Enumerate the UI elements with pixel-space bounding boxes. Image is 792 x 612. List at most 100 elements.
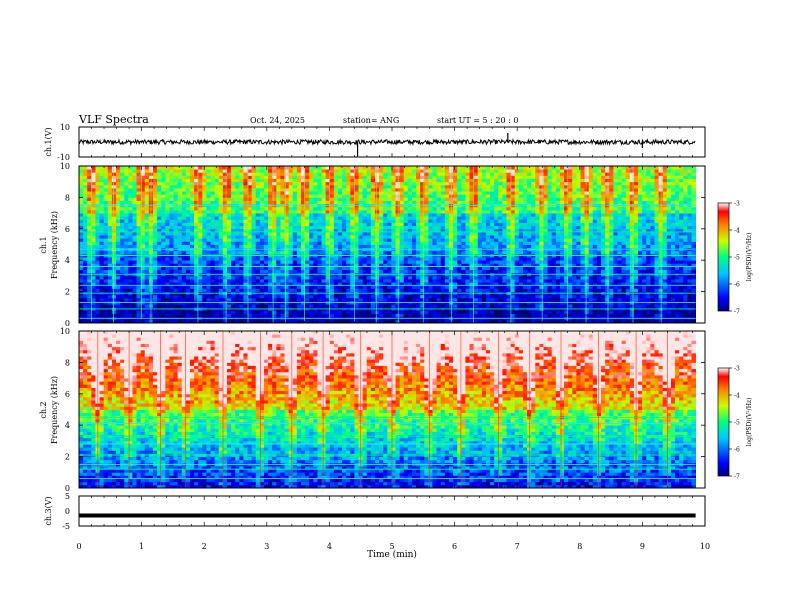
spectrogram-cell <box>457 191 462 195</box>
spectrogram-cell <box>461 251 466 255</box>
spectrogram-cell <box>461 235 466 239</box>
spectrogram-cell <box>474 241 479 245</box>
spectrogram-cell <box>371 219 376 223</box>
spectrogram-cell <box>289 295 294 299</box>
spectrogram-cell <box>211 288 216 292</box>
spectrogram-cell <box>367 235 372 239</box>
spectrogram-cell <box>145 172 150 176</box>
spectrogram-cell <box>227 270 232 274</box>
spectrogram-cell <box>79 260 84 264</box>
spectrogram-cell <box>276 257 281 261</box>
spectrogram-cell <box>412 223 417 227</box>
spectrogram-cell <box>342 238 347 242</box>
spectrogram-cell <box>235 188 240 192</box>
spectrogram-cell <box>465 257 470 261</box>
spectrogram-cell <box>91 188 96 192</box>
spectrogram-cell <box>424 210 429 214</box>
spectrogram-cell <box>169 295 174 299</box>
spectrogram-cell <box>252 241 257 245</box>
spectrogram-cell <box>174 201 179 205</box>
spectrogram-cell <box>186 175 191 179</box>
spectrogram-cell <box>190 182 195 186</box>
spectrogram-cell <box>215 188 220 192</box>
spectrogram-cell <box>169 207 174 211</box>
spectrogram-cell <box>157 298 162 302</box>
spectrogram-cell <box>457 201 462 205</box>
spectrogram-cell <box>346 270 351 274</box>
spectrogram-cell <box>112 266 117 270</box>
spectrogram-cell <box>441 194 446 198</box>
spectrogram-cell <box>375 175 380 179</box>
spectrogram-cell <box>330 276 335 280</box>
spectrogram-cell <box>219 210 224 214</box>
spectrogram-cell <box>239 216 244 220</box>
spectrogram-cell <box>465 285 470 289</box>
spectrogram-cell <box>338 175 343 179</box>
spectrogram-cell <box>137 241 142 245</box>
spectrogram-cell <box>268 169 273 173</box>
spectrogram-cell <box>157 245 162 249</box>
spectrogram-cell <box>239 219 244 223</box>
spectrogram-cell <box>202 172 207 176</box>
spectrogram-cell <box>280 188 285 192</box>
spectrogram-cell <box>420 201 425 205</box>
spectrogram-cell <box>227 314 232 318</box>
spectrogram-cell <box>83 219 88 223</box>
spectrogram-cell <box>260 310 265 314</box>
spectrogram-cell <box>215 285 220 289</box>
spectrogram-cell <box>338 279 343 283</box>
spectrogram-cell <box>330 213 335 217</box>
spectrogram-cell <box>252 276 257 280</box>
spectrogram-cell <box>79 188 84 192</box>
spectrogram-cell <box>322 260 327 264</box>
spectrogram-cell <box>309 314 314 318</box>
spectrogram-cell <box>256 182 261 186</box>
spectrogram-cell <box>112 172 117 176</box>
spectrogram-cell <box>132 166 137 170</box>
spectrogram-cell <box>186 241 191 245</box>
spectrogram-cell <box>457 288 462 292</box>
spectrogram-cell <box>202 219 207 223</box>
spectrogram-cell <box>428 226 433 230</box>
spectrogram-cell <box>354 179 359 183</box>
spectrogram-cell <box>482 285 487 289</box>
spectrogram-cell <box>404 194 409 198</box>
spectrogram-cell <box>309 223 314 227</box>
spectrogram-cell <box>317 191 322 195</box>
spectrogram-cell <box>313 185 318 189</box>
spectrogram-cell <box>112 207 117 211</box>
spectrogram-cell <box>465 213 470 217</box>
spectrogram-cell <box>211 232 216 236</box>
spectrogram-cell <box>387 238 392 242</box>
spectrogram-cell <box>243 191 248 195</box>
spectrogram-cell <box>202 191 207 195</box>
spectrogram-cell <box>83 216 88 220</box>
spectrogram-cell <box>416 210 421 214</box>
spectrogram-cell <box>416 310 421 314</box>
spectrogram-cell <box>268 194 273 198</box>
spectrogram-cell <box>293 179 298 183</box>
spectrogram-cell <box>457 226 462 230</box>
spectrogram-cell <box>387 260 392 264</box>
spectrogram-cell <box>359 194 364 198</box>
spectrogram-cell <box>132 172 137 176</box>
spectrogram-cell <box>104 179 109 183</box>
spectrogram-cell <box>408 257 413 261</box>
spectrogram-cell <box>243 201 248 205</box>
spectrogram-cell <box>478 210 483 214</box>
spectrogram-cell <box>280 232 285 236</box>
spectrogram-cell <box>186 210 191 214</box>
spectrogram-cell <box>95 175 100 179</box>
spectrogram-cell <box>174 179 179 183</box>
spectrogram-cell <box>79 238 84 242</box>
spectrogram-cell <box>219 201 224 205</box>
spectrogram-cell <box>145 238 150 242</box>
spectrogram-cell <box>145 304 150 308</box>
spectrogram-cell <box>301 257 306 261</box>
spectrogram-cell <box>190 185 195 189</box>
spectrogram-cell <box>387 257 392 261</box>
spectrogram-cell <box>313 288 318 292</box>
spectrogram-cell <box>482 201 487 205</box>
spectrogram-cell <box>243 276 248 280</box>
spectrogram-cell <box>363 197 368 201</box>
